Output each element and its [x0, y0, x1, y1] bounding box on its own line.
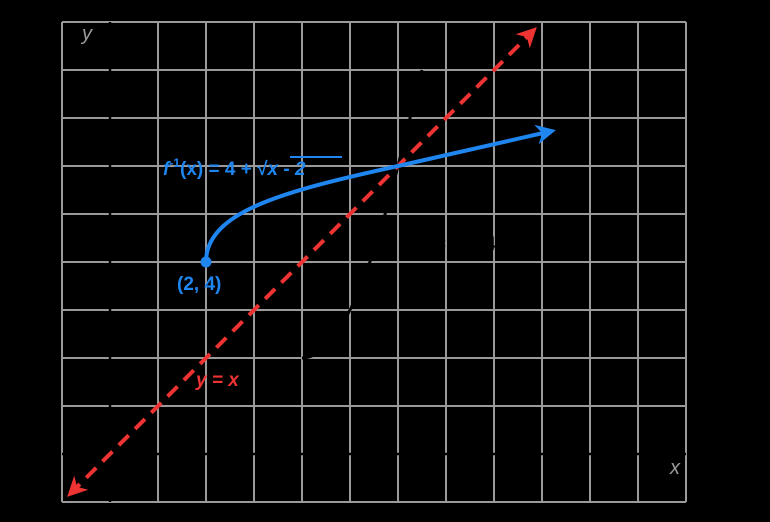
identity-line — [67, 27, 537, 497]
y-axis-label: y — [80, 23, 93, 45]
grid — [61, 21, 687, 503]
x-axis-label: x — [669, 457, 681, 479]
start-point — [200, 256, 212, 268]
identity-label: y = x — [195, 370, 240, 391]
f-label: f(x) = (x - 4)² + 2 — [400, 234, 540, 255]
inverse-curve — [204, 124, 556, 263]
inverse-label: f-1(x) = 4 + √x - 2 — [163, 156, 306, 180]
point-label: (2, 4) — [177, 274, 221, 295]
